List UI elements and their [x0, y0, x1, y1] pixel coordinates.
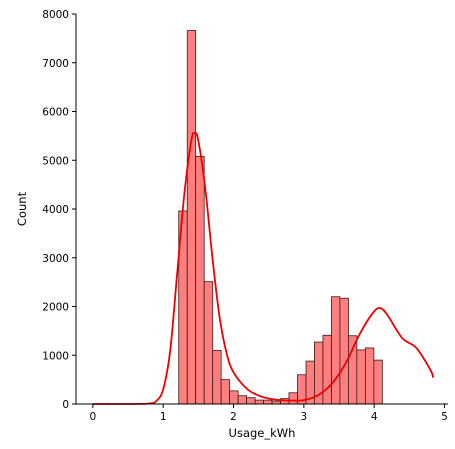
histogram-bar [356, 349, 366, 405]
histogram-bar [229, 390, 239, 405]
y-tick-label: 5000 [42, 155, 69, 167]
x-tick-label: 0 [90, 411, 97, 423]
y-tick-label: 2000 [42, 302, 69, 314]
x-tick-label: 2 [230, 411, 237, 423]
x-tick-label: 5 [441, 411, 448, 423]
y-tick-label: 8000 [42, 9, 69, 21]
y-axis-label: Count [15, 191, 29, 226]
histogram-bar [254, 399, 264, 405]
x-tick-label: 4 [371, 411, 378, 423]
histogram-bar [364, 347, 375, 405]
x-axis-label: Usage_kWh [229, 426, 296, 440]
histogram-bar [331, 296, 341, 405]
histogram-bar [263, 399, 273, 405]
histogram-bar [288, 392, 298, 405]
x-tick-label: 1 [160, 411, 167, 423]
histogram-bar [339, 297, 349, 405]
histogram-bars [178, 30, 383, 405]
y-tick-label: 7000 [42, 58, 69, 70]
histogram-bar [246, 397, 256, 405]
x-tick-label: 3 [300, 411, 307, 423]
histogram-bar [203, 281, 214, 405]
histogram-bar [212, 349, 222, 405]
y-tick-label: 3000 [42, 253, 69, 265]
x-axis-ticks: 0 1 2 3 4 5 [90, 404, 448, 423]
histogram-bar [348, 335, 358, 405]
histogram-bar [322, 334, 332, 405]
histogram-bar [220, 379, 231, 405]
histogram-bar [237, 395, 247, 405]
kde-curve [92, 131, 435, 405]
y-tick-label: 4000 [42, 204, 69, 216]
y-tick-label: 6000 [42, 107, 69, 119]
histogram-bar [186, 30, 197, 405]
histogram-bar [373, 359, 383, 405]
y-tick-label: 0 [62, 399, 69, 411]
y-axis-ticks: 0 1000 2000 3000 4000 5000 6000 7000 8000 [42, 9, 76, 411]
histogram-bar [195, 155, 205, 405]
y-tick-label: 1000 [42, 350, 69, 362]
